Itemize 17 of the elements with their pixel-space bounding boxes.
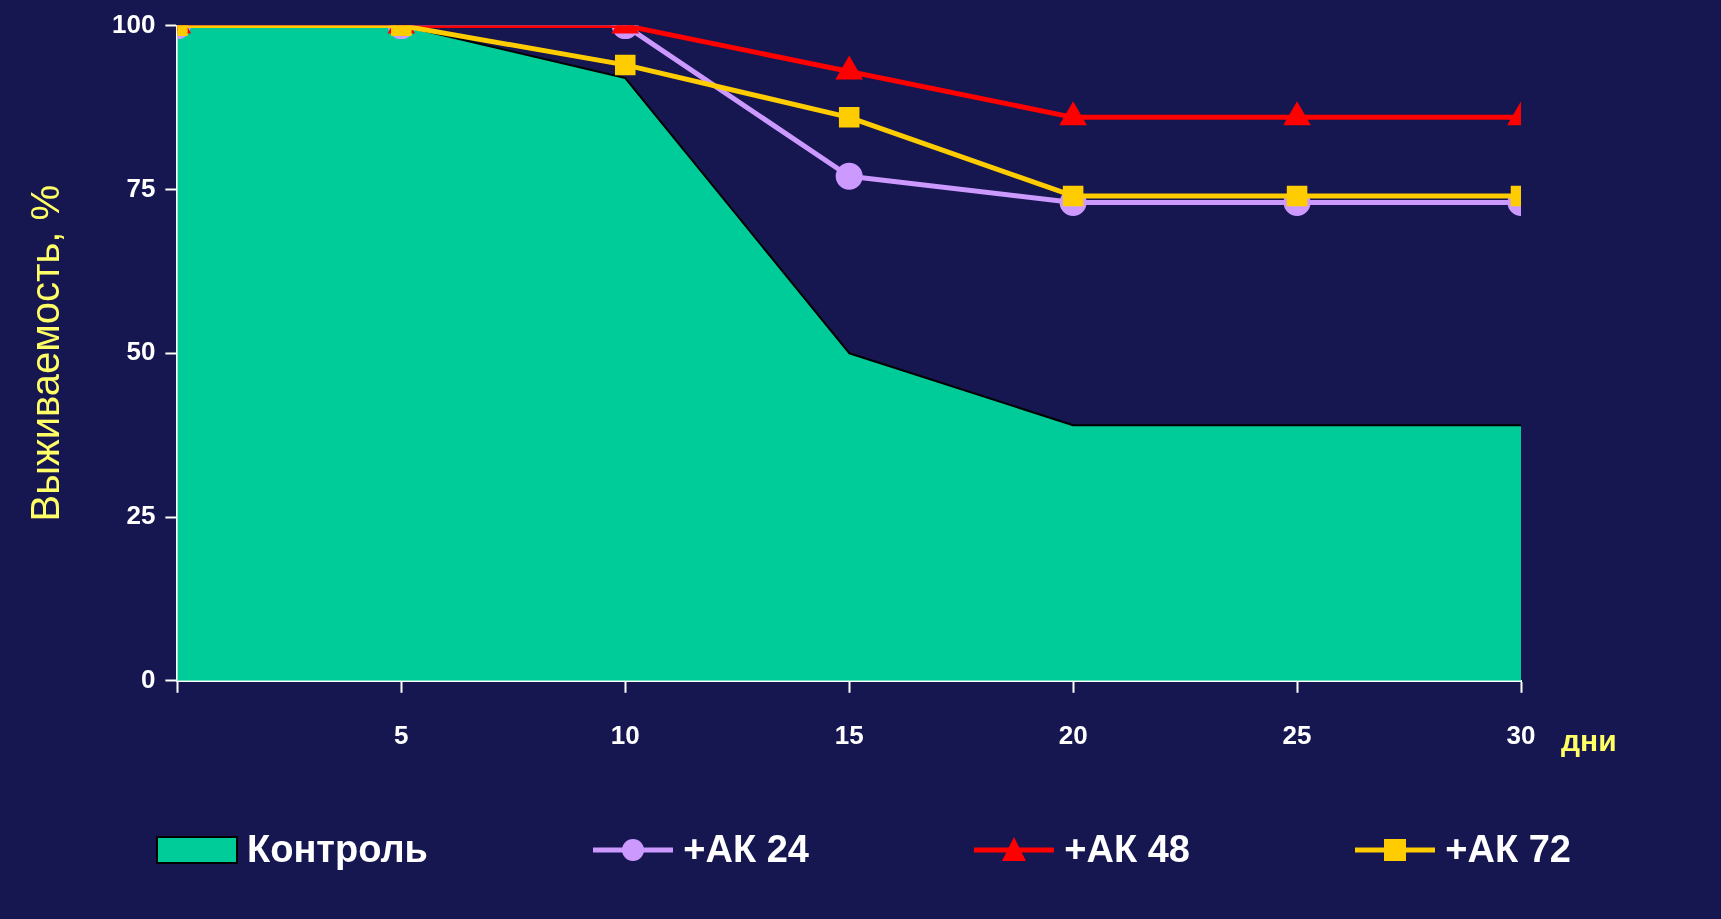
legend-label: +АК 72 (1445, 828, 1571, 871)
x-tick-label: 20 (1058, 719, 1088, 750)
x-tick-label: 25 (1282, 719, 1312, 750)
x-tick-label: 30 (1506, 719, 1536, 750)
y-tick-label: 75 (126, 172, 156, 203)
x-tick-label: 5 (394, 719, 409, 750)
y-tick-label: 100 (111, 8, 156, 39)
y-tick-label: 0 (140, 663, 156, 694)
legend-label: +АК 24 (683, 828, 809, 871)
y-axis-title: Выживаемость, % (23, 184, 68, 522)
x-tick-label: 10 (610, 719, 640, 750)
y-tick-label: 25 (126, 500, 156, 531)
y-tick-label: 50 (126, 336, 156, 367)
legend-label: Контроль (247, 828, 428, 871)
x-axis-title: дни (1561, 724, 1617, 758)
x-tick-label: 15 (834, 719, 864, 750)
legend-label: +АК 48 (1064, 828, 1190, 871)
